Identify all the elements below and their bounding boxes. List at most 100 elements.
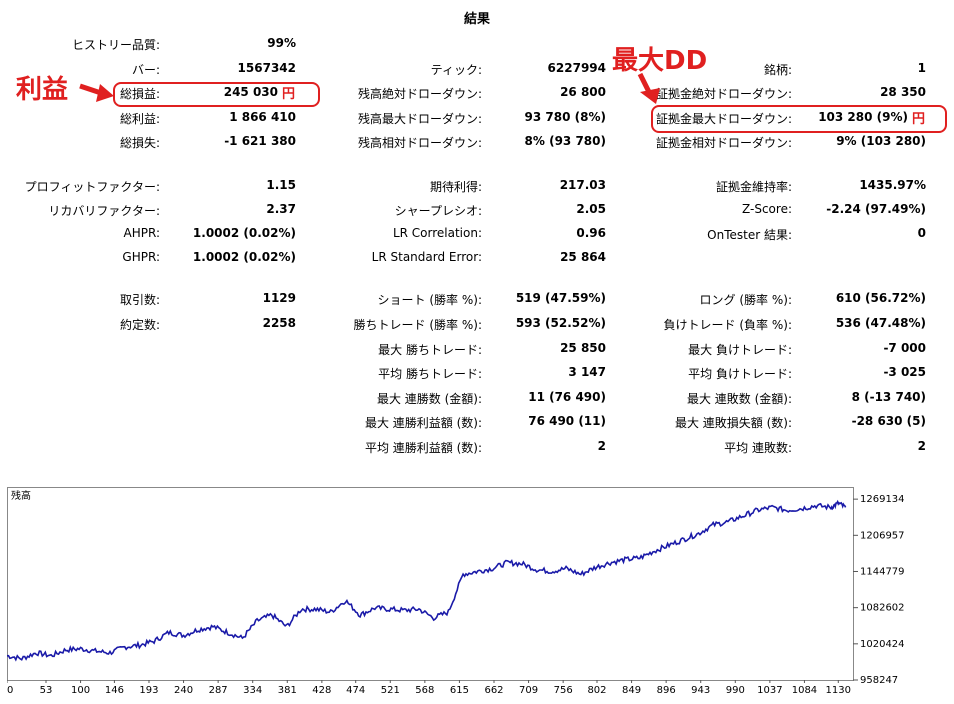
stat-label: シャープレシオ: — [394, 204, 482, 218]
stat-label: OnTester 結果: — [707, 228, 792, 242]
stat-label: 総損失: — [119, 136, 160, 150]
stat-label: ロング (勝率 %): — [699, 293, 792, 307]
balance-chart-svg: 残高 958247 1020424 1082602 1144779 1206957 1269… — [6, 487, 905, 696]
stat-value: 2.05 — [576, 202, 606, 216]
y-tick-label: 1020424 — [860, 639, 905, 650]
stat-value: 2258 — [262, 316, 296, 330]
report-title: 結果 — [463, 12, 490, 27]
balance-series-line — [6, 499, 847, 662]
stat-label: Z-Score: — [742, 202, 792, 216]
stat-value: 9% (103 280) — [836, 134, 926, 148]
stat-label: リカバリファクター: — [48, 204, 160, 218]
stat-value: 1.15 — [266, 178, 296, 192]
y-tick-label: 1082602 — [860, 603, 905, 614]
x-tick-label: 1084 — [792, 685, 817, 696]
stat-value: 28 350 — [880, 85, 926, 99]
stat-label: 最大 連勝数 (金額): — [376, 392, 482, 406]
y-tick-label: 1269134 — [860, 494, 905, 505]
stat-label: LR Standard Error: — [371, 250, 482, 264]
stat-label: 証拠金維持率: — [715, 180, 792, 194]
stat-label: 勝ちトレード (勝率 %): — [353, 318, 482, 332]
stat-value: 593 (52.52%) — [515, 316, 606, 330]
stat-value: 2 — [917, 439, 926, 453]
stat-value: 2.37 — [266, 202, 296, 216]
stat-value: 25 850 — [560, 341, 606, 355]
balance-chart: 残高 958247 1020424 1082602 1144779 1206957 1269… — [6, 487, 947, 697]
stat-value: 93 780 (8%) — [524, 110, 606, 124]
stat-value: 0 — [917, 226, 926, 240]
stat-label: 負けトレード (負率 %): — [663, 318, 792, 332]
x-tick-label: 709 — [519, 685, 538, 696]
x-tick-label: 521 — [381, 685, 400, 696]
stat-label: 証拠金最大ドローダウン: — [655, 112, 792, 126]
stat-value: -2.24 (97.49%) — [826, 202, 926, 216]
stat-label: プロフィットファクター: — [24, 180, 160, 194]
stat-value: 99% — [267, 36, 296, 50]
stat-label: 最大 勝ちトレード: — [378, 343, 482, 357]
stat-value: -3 025 — [883, 365, 926, 379]
stat-value: 1.0002 (0.02%) — [192, 250, 296, 264]
stat-label: 最大 負けトレード: — [688, 343, 792, 357]
stat-label: 総損益: — [119, 87, 160, 101]
stat-value: -28 630 (5) — [851, 414, 926, 428]
y-tick-label: 958247 — [860, 675, 898, 686]
stat-value: -1 621 380 — [224, 134, 296, 148]
stat-value: 6227994 — [547, 61, 606, 75]
highlight-total-profit — [113, 82, 320, 107]
stat-value: 1 — [917, 61, 926, 75]
stat-label: 期待利得: — [429, 180, 482, 194]
stat-value: 217.03 — [559, 178, 606, 192]
stat-label: ヒストリー品質: — [71, 38, 160, 52]
x-tick-label: 849 — [622, 685, 641, 696]
x-tick-label: 428 — [312, 685, 331, 696]
stat-label: バー: — [131, 63, 160, 77]
stat-value: 519 (47.59%) — [515, 291, 606, 305]
stat-label: GHPR: — [122, 250, 160, 264]
stat-value: -7 000 — [883, 341, 926, 355]
stat-label: 最大 連勝利益額 (数): — [364, 416, 482, 430]
stat-label: 平均 負けトレード: — [688, 367, 792, 381]
stat-value: 76 490 (11) — [528, 414, 606, 428]
x-tick-label: 381 — [278, 685, 297, 696]
stat-value: 8 (-13 740) — [851, 390, 926, 404]
yen-annotation: 円 — [281, 87, 295, 102]
annotation-max-dd: 最大DD — [612, 46, 708, 76]
stat-value: 610 (56.72%) — [835, 291, 926, 305]
arrow-icon — [79, 83, 114, 102]
stat-label: 取引数: — [119, 293, 160, 307]
stat-label: 証拠金相対ドローダウン: — [655, 136, 792, 150]
stat-value: 2 — [597, 439, 606, 453]
stat-label: 残高相対ドローダウン: — [357, 136, 482, 150]
stat-value: 11 (76 490) — [528, 390, 606, 404]
x-tick-label: 1130 — [826, 685, 851, 696]
x-tick-label: 802 — [587, 685, 606, 696]
x-tick-label: 1037 — [757, 685, 782, 696]
y-tick-label: 1206957 — [860, 530, 905, 541]
stat-label: 残高最大ドローダウン: — [357, 112, 482, 126]
y-tick-label: 1144779 — [860, 566, 905, 577]
x-tick-label: 662 — [484, 685, 503, 696]
stat-value: 1 866 410 — [229, 110, 296, 124]
annotation-profit: 利益 — [16, 75, 69, 105]
chart-plot-area — [7, 487, 854, 681]
stat-label: 銘柄: — [763, 63, 792, 77]
stat-value: 0.96 — [576, 226, 606, 240]
stat-label: 最大 連敗損失額 (数): — [674, 416, 792, 430]
x-tick-label: 287 — [209, 685, 228, 696]
x-tick-label: 334 — [243, 685, 262, 696]
stat-value: 8% (93 780) — [524, 134, 606, 148]
x-tick-label: 990 — [726, 685, 745, 696]
x-tick-label: 943 — [691, 685, 710, 696]
stat-value: 1435.97% — [859, 178, 926, 192]
yen-annotation: 円 — [911, 112, 925, 127]
stat-label: 平均 勝ちトレード: — [378, 367, 482, 381]
stat-label: 約定数: — [119, 318, 160, 332]
stat-value: 25 864 — [560, 250, 606, 264]
x-tick-label: 568 — [415, 685, 434, 696]
x-tick-label: 193 — [139, 685, 158, 696]
stat-value: 1.0002 (0.02%) — [192, 226, 296, 240]
x-tick-label: 0 — [7, 685, 13, 696]
stat-value: 26 800 — [560, 85, 606, 99]
stat-label: ショート (勝率 %): — [377, 293, 482, 307]
stat-label: AHPR: — [123, 226, 160, 240]
